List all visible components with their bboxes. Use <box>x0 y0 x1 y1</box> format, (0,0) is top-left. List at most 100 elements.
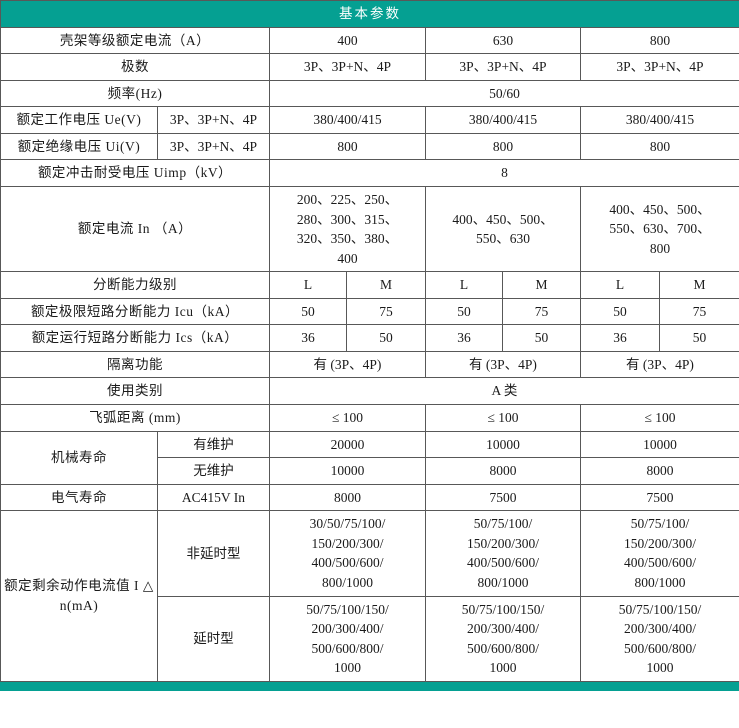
row-label-breaking-class: 分断能力级别 <box>0 271 270 299</box>
cell-electrical-life-400: 8000 <box>269 483 426 512</box>
cell-breaking-class-630-m: M <box>502 271 581 299</box>
residual-nd-400-line1: 30/50/75/100/ <box>309 516 386 532</box>
cell-working-voltage-400: 380/400/415 <box>269 106 426 134</box>
residual-d-630-line4: 1000 <box>489 660 517 676</box>
cell-mech-maintained-800: 10000 <box>580 430 739 459</box>
row-label-ics: 额定运行短路分断能力 Ics（kA） <box>0 324 270 352</box>
residual-nd-800-line1: 50/75/100/ <box>630 516 690 532</box>
cell-residual-delay-400: 50/75/100/150/ 200/300/400/ 500/600/800/… <box>269 595 426 682</box>
cell-residual-non-delay-400: 30/50/75/100/ 150/200/300/ 400/500/600/ … <box>269 510 426 597</box>
rated-current-400-line3: 320、350、380、 <box>296 231 399 247</box>
cell-poles-400: 3P、3P+N、4P <box>269 53 426 81</box>
rated-current-800-line2: 550、630、700、 <box>609 221 711 237</box>
table-row-icu: 额定极限短路分断能力 Icu（kA） 50 75 50 75 50 75 <box>0 297 739 326</box>
residual-d-400-line1: 50/75/100/150/ <box>306 601 389 617</box>
rated-current-800-line3: 800 <box>649 240 671 256</box>
row-label-residual-current: 额定剩余动作电流值 I △ n(mA) <box>0 510 158 682</box>
rated-current-400-line4: 400 <box>337 250 358 266</box>
cell-ics-800-l: 36 <box>580 324 660 352</box>
residual-nd-630-line4: 800/1000 <box>477 574 529 590</box>
residual-nd-800-line2: 150/200/300/ <box>623 535 696 551</box>
cell-arc-distance-800: ≤ 100 <box>580 404 739 432</box>
cell-ics-800-m: 50 <box>659 324 739 352</box>
cell-mech-unmaintained-400: 10000 <box>269 457 426 485</box>
cell-poles-630: 3P、3P+N、4P <box>425 53 581 81</box>
cell-ics-400-l: 36 <box>269 324 347 352</box>
residual-nd-400-line4: 800/1000 <box>321 574 373 590</box>
page-title: 基本参数 <box>0 0 739 28</box>
rated-current-400-line1: 200、225、250、 <box>296 191 399 207</box>
cell-rated-current-in-400: 200、225、250、 280、300、315、 320、350、380、 4… <box>269 185 426 273</box>
cell-icu-400-l: 50 <box>269 297 347 326</box>
row-label-rated-current-in: 额定电流 In （A） <box>0 185 270 273</box>
spec-table: 基本参数 壳架等级额定电流（A） 400 630 800 极数 3P、3P+N、… <box>0 0 739 682</box>
residual-nd-800-line4: 800/1000 <box>634 574 686 590</box>
table-row-mechanical-life-unmaintained: 无维护 10000 8000 8000 <box>1 457 739 485</box>
residual-d-630-line2: 200/300/400/ <box>466 621 539 637</box>
row-sublabel-working-voltage: 3P、3P+N、4P <box>157 106 270 134</box>
residual-nd-630-line3: 400/500/600/ <box>466 555 539 571</box>
table-row-rated-current-in: 额定电流 In （A） 200、225、250、 280、300、315、 32… <box>0 185 739 273</box>
table-row-breaking-class: 分断能力级别 L M L M L M <box>0 271 739 299</box>
cell-residual-delay-800: 50/75/100/150/ 200/300/400/ 500/600/800/… <box>580 595 739 682</box>
table-row-frame-current: 壳架等级额定电流（A） 400 630 800 <box>0 26 739 55</box>
residual-d-400-line3: 500/600/800/ <box>311 640 384 656</box>
rated-current-630-line2: 550、630 <box>476 231 530 247</box>
cell-ics-400-m: 50 <box>346 324 426 352</box>
cell-breaking-class-400-m: M <box>346 271 426 299</box>
table-row-residual-non-delay: 额定剩余动作电流值 I △ n(mA) 非延时型 30/50/75/100/ 1… <box>0 510 739 682</box>
row-label-usage-category: 使用类别 <box>0 377 270 405</box>
cell-arc-distance-630: ≤ 100 <box>425 404 581 432</box>
cell-working-voltage-800: 380/400/415 <box>580 106 739 134</box>
cell-impulse-voltage-value: 8 <box>269 159 739 187</box>
row-sublabel-delay: 延时型 <box>157 595 270 682</box>
cell-working-voltage-630: 380/400/415 <box>425 106 581 134</box>
cell-frame-current-630: 630 <box>425 26 581 55</box>
table-row-isolation: 隔离功能 有 (3P、4P) 有 (3P、4P) 有 (3P、4P) <box>0 350 739 379</box>
row-label-poles: 极数 <box>0 53 270 81</box>
table-row-arc-distance: 飞弧距离 (mm) ≤ 100 ≤ 100 ≤ 100 <box>0 404 739 432</box>
cell-mech-unmaintained-630: 8000 <box>425 457 581 485</box>
cell-breaking-class-800-m: M <box>659 271 739 299</box>
cell-breaking-class-630-l: L <box>425 271 503 299</box>
cell-arc-distance-400: ≤ 100 <box>269 404 426 432</box>
cell-residual-delay-630: 50/75/100/150/ 200/300/400/ 500/600/800/… <box>425 595 581 682</box>
table-header-row: 基本参数 <box>0 0 739 28</box>
table-row-insulation-voltage: 额定绝缘电压 Ui(V) 3P、3P+N、4P 800 800 800 <box>0 132 739 161</box>
residual-d-800-line1: 50/75/100/150/ <box>618 601 702 617</box>
table-row-electrical-life: 电气寿命 AC415V In 8000 7500 7500 <box>0 483 739 512</box>
residual-nd-400-line2: 150/200/300/ <box>311 535 384 551</box>
rated-current-630-line1: 400、450、500、 <box>452 211 554 227</box>
table-row-poles: 极数 3P、3P+N、4P 3P、3P+N、4P 3P、3P+N、4P <box>0 53 739 81</box>
row-sublabel-non-delay: 非延时型 <box>157 510 270 597</box>
row-sublabel-insulation-voltage: 3P、3P+N、4P <box>157 132 270 161</box>
cell-frequency-value: 50/60 <box>269 79 739 108</box>
residual-label-line1: 额定剩余动作电流值 <box>4 578 131 594</box>
cell-isolation-800: 有 (3P、4P) <box>580 350 739 379</box>
residual-nd-630-line1: 50/75/100/ <box>473 516 533 532</box>
residual-d-630-line3: 500/600/800/ <box>466 640 539 656</box>
table-row-ics: 额定运行短路分断能力 Ics（kA） 36 50 36 50 36 50 <box>0 324 739 352</box>
row-label-frame-current: 壳架等级额定电流（A） <box>0 26 270 55</box>
row-label-electrical-life: 电气寿命 <box>0 483 158 512</box>
cell-mech-maintained-400: 20000 <box>269 430 426 459</box>
cell-isolation-630: 有 (3P、4P) <box>425 350 581 379</box>
cell-icu-630-m: 75 <box>502 297 581 326</box>
residual-d-800-line3: 500/600/800/ <box>623 640 696 656</box>
cell-usage-category-value: A 类 <box>269 377 739 405</box>
residual-d-400-line2: 200/300/400/ <box>311 621 384 637</box>
cell-frame-current-800: 800 <box>580 26 739 55</box>
cell-electrical-life-630: 7500 <box>425 483 581 512</box>
cell-ics-630-m: 50 <box>502 324 581 352</box>
row-label-isolation: 隔离功能 <box>0 350 270 379</box>
row-label-impulse-voltage: 额定冲击耐受电压 Uimp（kV） <box>0 159 270 187</box>
residual-nd-400-line3: 400/500/600/ <box>311 555 384 571</box>
cell-icu-630-l: 50 <box>425 297 503 326</box>
row-label-working-voltage: 额定工作电压 Ue(V) <box>0 106 158 134</box>
cell-frame-current-400: 400 <box>269 26 426 55</box>
cell-electrical-life-800: 7500 <box>580 483 739 512</box>
cell-isolation-400: 有 (3P、4P) <box>269 350 426 379</box>
residual-d-800-line2: 200/300/400/ <box>623 621 696 637</box>
residual-d-800-line4: 1000 <box>646 660 674 676</box>
table-row-working-voltage: 额定工作电压 Ue(V) 3P、3P+N、4P 380/400/415 380/… <box>0 106 739 134</box>
